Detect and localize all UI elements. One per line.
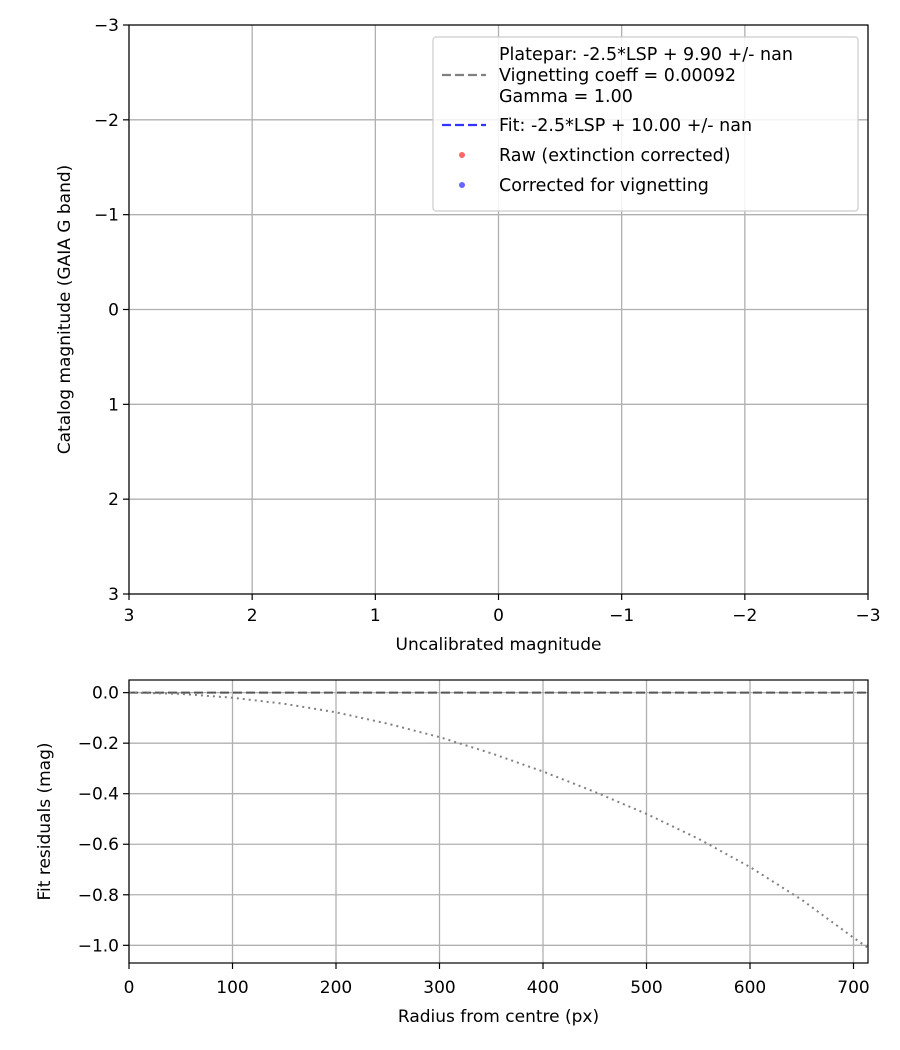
bottom-x-tick-label: 700	[837, 978, 869, 998]
top-x-tick-label: −1	[609, 606, 634, 626]
legend: Platepar: -2.5*LSP + 9.90 +/- nanVignett…	[432, 36, 859, 212]
top-y-tick-label: −2	[94, 111, 119, 131]
top-x-tick-label: −3	[855, 606, 880, 626]
top-y-tick-label: −3	[94, 16, 119, 36]
bottom-plot-frame	[128, 679, 869, 964]
bottom-y-axis-label: Fit residuals (mag)	[35, 743, 55, 901]
bottom-y-tick-label: 0.0	[92, 684, 119, 704]
bottom-x-tick-label: 0	[124, 978, 135, 998]
legend-entry-text: Vignetting coeff = 0.00092	[499, 66, 736, 86]
legend-entry-text: Gamma = 1.00	[499, 87, 633, 107]
top-y-tick-label: 2	[108, 490, 119, 510]
legend-box	[432, 36, 859, 212]
legend-marker-swatch	[459, 182, 465, 188]
top-y-tick-label: 1	[108, 395, 119, 415]
top-y-axis-label: Catalog magnitude (GAIA G band)	[55, 165, 75, 455]
top-y-tick-label: 3	[108, 585, 119, 605]
bottom-y-tick-label: −1.0	[78, 936, 119, 956]
bottom-x-axis-label: Radius from centre (px)	[398, 1007, 599, 1027]
bottom-y-tick-label: −0.6	[78, 835, 119, 855]
bottom-y-tick-label: −0.4	[78, 785, 119, 805]
bottom-ticks: 0 100 200 300 400 500 600 700 0.0 −0.2 −0.4 −0.6 −0.…	[78, 684, 870, 998]
legend-entry-text: Corrected for vignetting	[499, 176, 709, 196]
bottom-y-tick-label: −0.2	[78, 734, 119, 754]
top-x-tick-label: −2	[732, 606, 757, 626]
top-x-tick-label: 1	[370, 606, 381, 626]
residuals-plot: 0 100 200 300 400 500 600 700 0.0 −0.2 −0.4 −0.6 −0.…	[35, 679, 870, 1027]
bottom-x-tick-label: 100	[216, 978, 248, 998]
top-y-tick-label: −1	[94, 206, 119, 226]
bottom-x-tick-label: 400	[527, 978, 559, 998]
bottom-x-tick-label: 500	[630, 978, 662, 998]
top-x-tick-label: 2	[247, 606, 258, 626]
bottom-series	[128, 691, 869, 949]
bottom-y-tick-label: −0.8	[78, 886, 119, 906]
top-x-axis-label: Uncalibrated magnitude	[396, 635, 602, 655]
legend-entry-text: Raw (extinction corrected)	[499, 146, 731, 166]
legend-entry-text: Fit: -2.5*LSP + 10.00 +/- nan	[499, 116, 752, 136]
top-x-tick-label: 0	[493, 606, 504, 626]
legend-entry-text: Platepar: -2.5*LSP + 9.90 +/- nan	[499, 45, 793, 65]
vignetting-curve	[128, 691, 869, 949]
top-x-tick-label: 3	[124, 606, 135, 626]
legend-marker-swatch	[459, 152, 465, 158]
top-ticks: 3 2 1 0 −1 −2 −3 −3 −2 −1 0 1 2 3	[94, 16, 881, 626]
magnitude-plot: 3 2 1 0 −1 −2 −3 −3 −2 −1 0 1 2 3 Uncalibrated magnit…	[55, 16, 881, 655]
bottom-x-tick-label: 200	[320, 978, 352, 998]
bottom-x-tick-label: 600	[734, 978, 766, 998]
top-y-tick-label: 0	[108, 301, 119, 321]
bottom-x-tick-label: 300	[423, 978, 455, 998]
